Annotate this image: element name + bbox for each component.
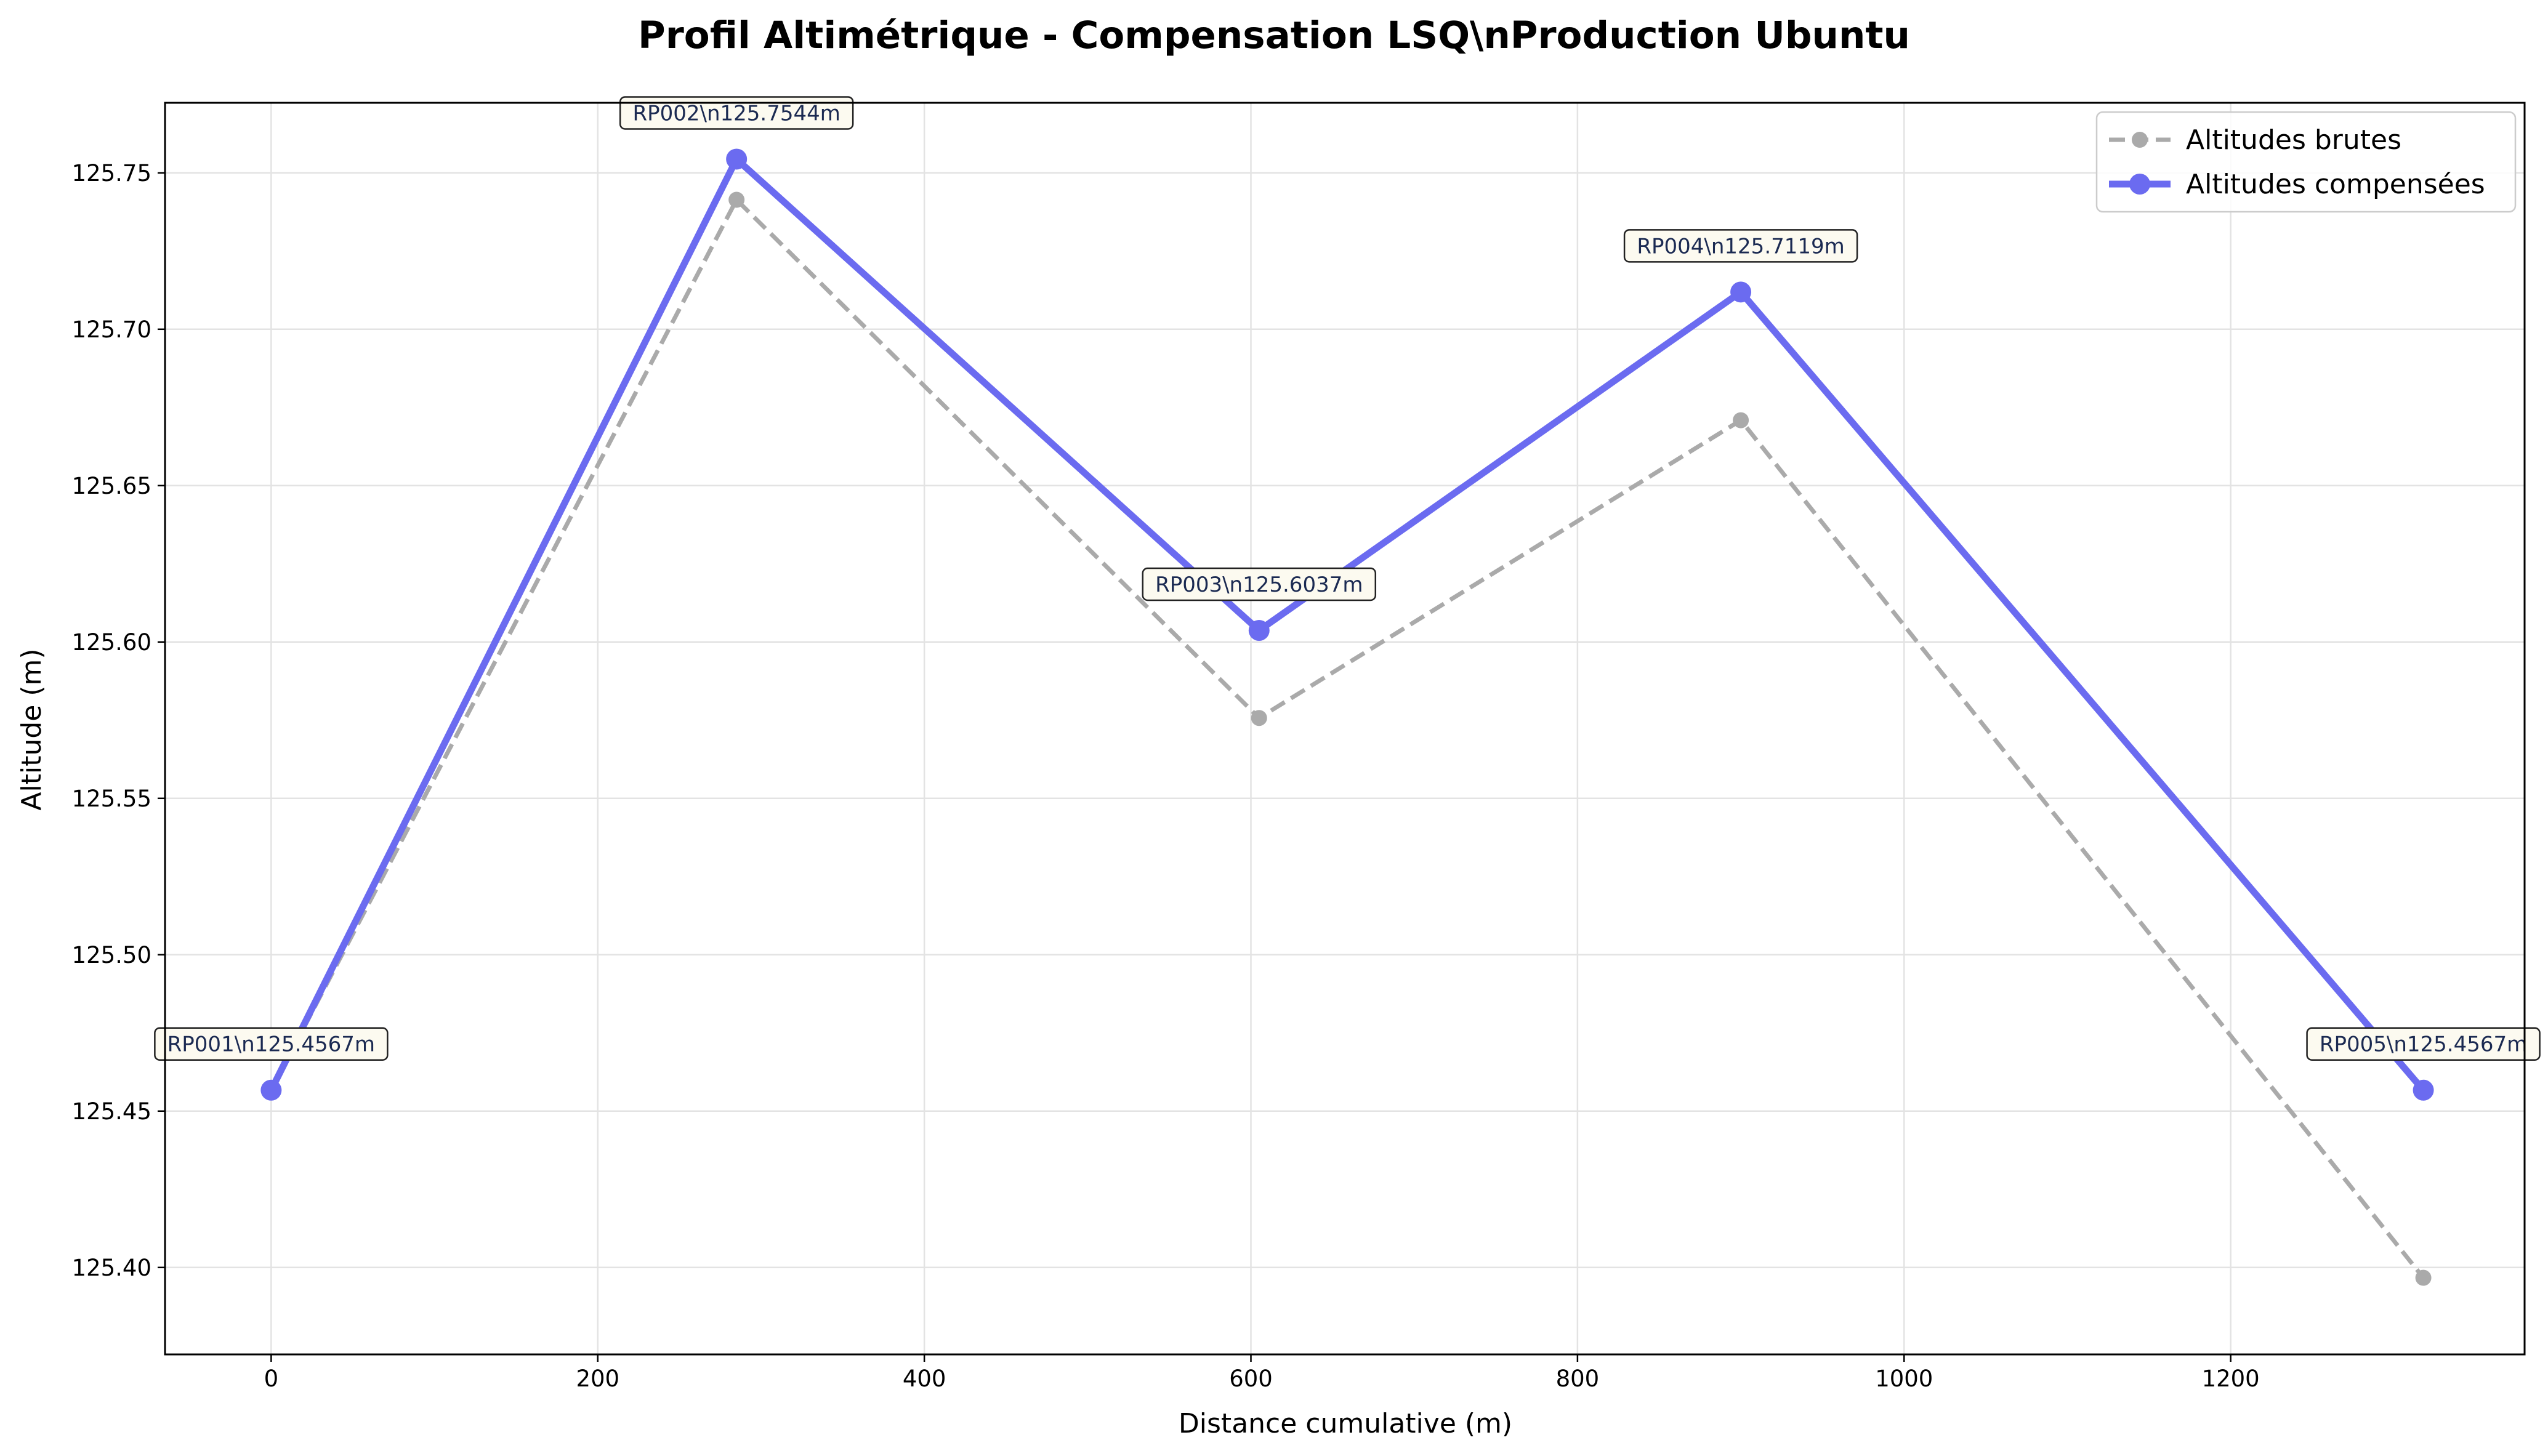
y-tick-label: 125.55 [72, 786, 151, 812]
annotation-label: RP005\n125.4567m [2320, 1032, 2527, 1057]
x-tick-label: 600 [1229, 1366, 1273, 1392]
point-annotation: RP003\n125.6037m [1142, 567, 1377, 601]
y-tick-label: 125.75 [72, 160, 151, 187]
annotations: RP001\n125.4567m RP002\n125.7544m RP003\n1… [154, 96, 2541, 1061]
y-tick-label: 125.65 [72, 473, 151, 499]
x-tick-label: 1200 [2202, 1366, 2260, 1392]
x-tick-label: 200 [576, 1366, 619, 1392]
annotation-label: RP002\n125.7544m [632, 101, 840, 126]
y-tick-label: 125.60 [72, 629, 151, 656]
annotation-box [619, 96, 854, 130]
y-axis-label: Altitude (m) [16, 648, 47, 810]
series-2-point [1730, 281, 1752, 303]
series-1-point [1733, 412, 1749, 428]
series-1-point [2415, 1269, 2432, 1286]
annotation-box [1142, 567, 1377, 601]
series-2-point [1248, 619, 1270, 641]
plot-frame [164, 102, 2526, 1356]
legend-label-1: Altitudes brutes [2186, 124, 2401, 156]
y-tick-label: 125.50 [72, 942, 151, 968]
annotation-label: RP004\n125.7119m [1637, 234, 1844, 259]
x-tick-label: 800 [1556, 1366, 1600, 1392]
x-axis-label: Distance cumulative (m) [1179, 1408, 1512, 1439]
series-2-point [726, 148, 748, 170]
series-2-point [260, 1079, 282, 1101]
annotation-box [154, 1027, 389, 1061]
series-line-1 [269, 197, 2425, 1279]
legend-label-2: Altitudes compensées [2186, 169, 2485, 200]
y-tick-label: 125.70 [72, 316, 151, 343]
legend-frame [2095, 111, 2517, 213]
series-1-point [1251, 710, 1267, 726]
annotation-box [1623, 229, 1858, 263]
series [260, 148, 2434, 1286]
y-tick-label: 125.45 [72, 1098, 151, 1125]
x-tick-label: 0 [264, 1366, 279, 1392]
legend-marker-2 [2129, 174, 2150, 195]
legend: Altitudes brutes Altitudes compensées [2095, 111, 2517, 213]
point-annotation: RP001\n125.4567m [154, 1027, 389, 1061]
y-tick-label: 125.40 [72, 1255, 151, 1281]
annotation-label: RP001\n125.4567m [167, 1032, 375, 1057]
point-annotation: RP005\n125.4567m [2306, 1027, 2541, 1061]
series-2-point [2413, 1079, 2434, 1101]
x-tick-label: 1000 [1875, 1366, 1933, 1392]
legend-marker-1 [2132, 132, 2148, 148]
point-annotation: RP004\n125.7119m [1623, 229, 1858, 263]
annotation-label: RP003\n125.6037m [1155, 573, 1363, 597]
grid [165, 103, 2525, 1354]
ticks: 0 200 400 600 800 1000 1200 125.40 125.45 125.50 1… [72, 160, 2260, 1392]
series-line-2 [267, 155, 2427, 1094]
point-annotation: RP002\n125.7544m [619, 96, 854, 130]
chart-title: Profil Altimétrique - Compensation LSQ\n… [638, 14, 1910, 57]
x-tick-label: 400 [903, 1366, 946, 1392]
annotation-box [2306, 1027, 2541, 1061]
series-1-point [728, 191, 745, 208]
